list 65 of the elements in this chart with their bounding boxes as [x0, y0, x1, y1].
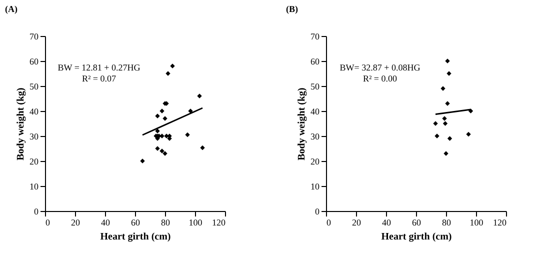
annotation: BW= 32.87 + 0.08HG — [340, 62, 421, 72]
point — [185, 132, 190, 138]
y-tick-label: 20 — [30, 156, 39, 166]
point — [160, 148, 164, 154]
x-tick-label: 100 — [470, 218, 484, 228]
x-tick-label: 0 — [326, 218, 332, 228]
point — [442, 116, 447, 121]
annotation: R² = 0.07 — [82, 74, 117, 84]
point — [160, 108, 164, 114]
annotation: BW = 12.81 + 0.27HG — [58, 62, 141, 72]
chart-title: (A) — [5, 4, 18, 14]
y-tick-label: 0 — [34, 206, 39, 216]
chart-title: (B) — [286, 4, 298, 14]
y-tick-label: 20 — [310, 156, 320, 166]
y-tick-label: 50 — [30, 82, 39, 92]
point — [155, 146, 160, 151]
annotation: R² = 0.00 — [362, 74, 398, 84]
x-tick-label: 40 — [101, 218, 110, 228]
y-tick-label: 10 — [30, 182, 39, 192]
y-tick-label: 70 — [30, 32, 39, 42]
point — [466, 132, 471, 137]
x-tick-label: 60 — [131, 218, 140, 228]
point — [446, 71, 452, 76]
y-tick-label: 70 — [310, 32, 320, 42]
x-axis-title: Heart girth (cm) — [381, 232, 452, 242]
point — [170, 64, 175, 68]
point — [440, 86, 446, 91]
y-tick-label: 30 — [310, 132, 320, 142]
point — [468, 108, 474, 114]
point — [447, 136, 452, 141]
y-tick-label: 40 — [310, 106, 320, 116]
x-tick-label: 20 — [71, 218, 80, 228]
y-axis-title: Body weight (kg) — [296, 88, 308, 160]
x-tick-label: 120 — [493, 218, 507, 228]
y-tick-label: 40 — [30, 106, 39, 116]
y-tick-label: 0 — [315, 206, 320, 216]
y-tick-label: 60 — [30, 56, 39, 66]
point — [434, 134, 440, 138]
y-tick-label: 10 — [310, 182, 320, 192]
x-axis-title: Heart girth (cm) — [100, 232, 171, 242]
point — [197, 94, 202, 98]
x-tick-label: 120 — [212, 218, 226, 228]
y-tick-label: 60 — [310, 56, 320, 66]
y-axis-title: Body weight (kg) — [16, 88, 26, 160]
x-tick-label: 80 — [442, 218, 452, 228]
point — [200, 145, 205, 150]
point — [162, 116, 168, 121]
point — [155, 114, 160, 118]
point — [162, 151, 168, 156]
point — [433, 121, 438, 126]
point — [445, 58, 450, 64]
point — [155, 128, 160, 134]
point — [140, 158, 145, 164]
point — [444, 151, 448, 156]
x-tick-label: 20 — [352, 218, 362, 228]
x-tick-label: 40 — [382, 218, 392, 228]
point — [445, 101, 450, 106]
y-tick-label: 50 — [310, 82, 320, 92]
x-tick-label: 60 — [412, 218, 422, 228]
y-tick-label: 30 — [30, 132, 39, 142]
point — [166, 71, 170, 76]
x-tick-label: 0 — [46, 218, 50, 228]
x-tick-label: 100 — [188, 218, 203, 228]
point — [442, 121, 448, 126]
x-tick-label: 80 — [161, 218, 170, 228]
